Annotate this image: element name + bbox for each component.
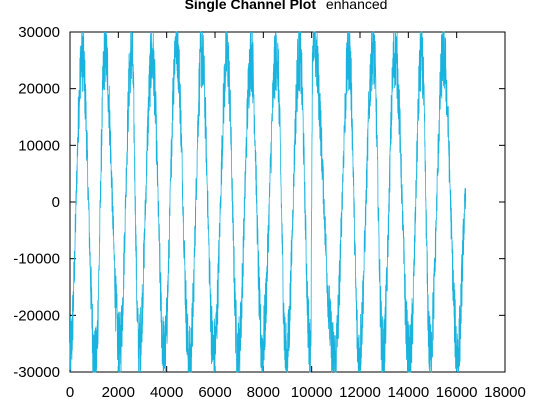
- x-tick-label: 12000: [339, 384, 381, 401]
- y-axis: -30000 -20000 -10000 0 10000 20000 30000: [13, 24, 505, 381]
- x-tick-label: 18000: [484, 384, 526, 401]
- y-tick-label: -20000: [13, 307, 60, 324]
- x-tick-label: 2000: [102, 384, 135, 401]
- y-tick-label: 10000: [18, 137, 60, 154]
- y-tick-label: 20000: [18, 81, 60, 98]
- x-tick-label: 16000: [436, 384, 478, 401]
- y-tick-label: -30000: [13, 364, 60, 381]
- x-tick-label: 10000: [291, 384, 333, 401]
- chart-title-main: Single Channel Plot: [185, 0, 317, 12]
- x-tick-label: 0: [66, 384, 74, 401]
- x-tick-label: 8000: [247, 384, 280, 401]
- x-tick-label: 14000: [387, 384, 429, 401]
- chart-title: Single Channel Plot enhanced: [185, 0, 388, 12]
- plot-area: 0 2000 4000 6000 8000 10000 12000 14000 16000 180…: [13, 24, 526, 401]
- signal-series-line: [70, 32, 466, 372]
- y-tick-label: 0: [52, 194, 60, 211]
- chart-title-suffix: enhanced: [326, 0, 388, 12]
- y-tick-label: -10000: [13, 251, 60, 268]
- x-tick-label: 4000: [150, 384, 183, 401]
- y-tick-label: 30000: [18, 24, 60, 41]
- x-tick-label: 6000: [198, 384, 231, 401]
